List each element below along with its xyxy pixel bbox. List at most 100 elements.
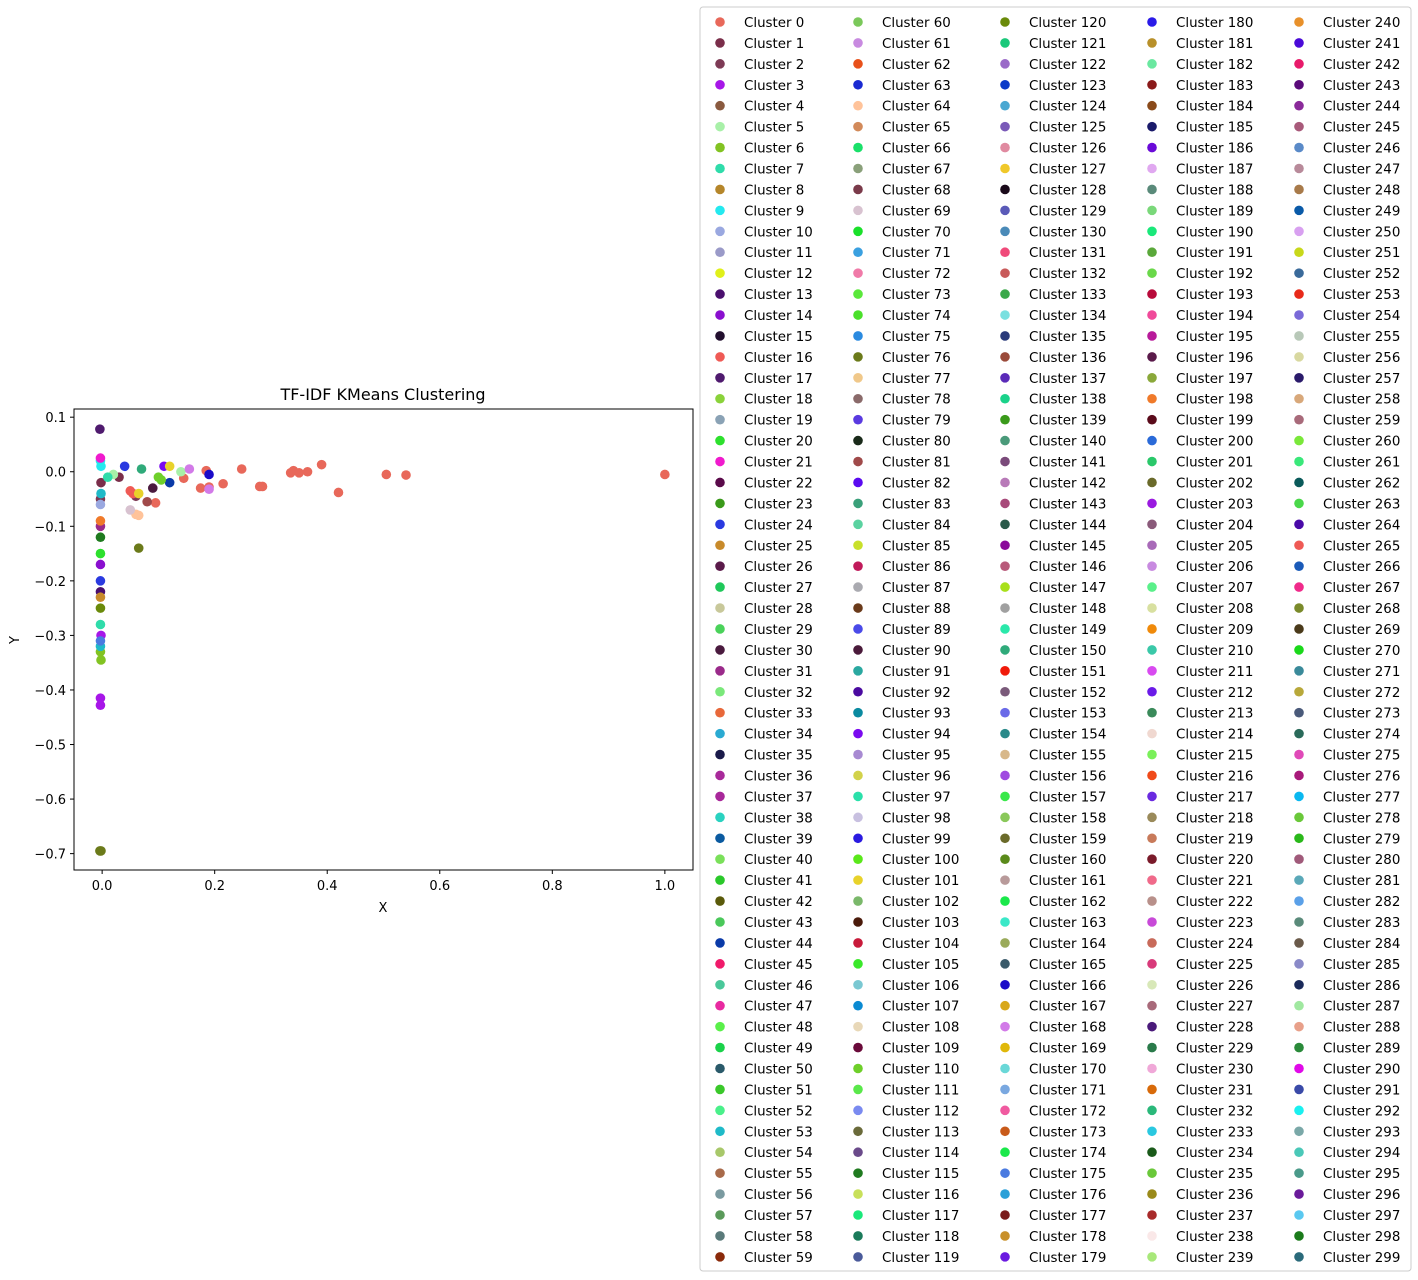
legend-marker <box>1294 1042 1304 1053</box>
legend-marker <box>853 645 863 655</box>
legend-marker <box>853 1168 863 1178</box>
legend-label: Cluster 196 <box>1176 351 1253 366</box>
legend-marker <box>715 1042 725 1053</box>
legend-marker <box>1294 1210 1304 1220</box>
legend-label: Cluster 206 <box>1176 560 1253 575</box>
legend-marker <box>853 163 863 174</box>
legend-label: Cluster 171 <box>1029 1083 1106 1098</box>
legend-marker <box>853 624 863 634</box>
legend-marker <box>853 289 863 299</box>
legend-marker <box>1294 603 1304 613</box>
legend-label: Cluster 89 <box>882 623 951 638</box>
legend-marker <box>853 184 863 195</box>
legend-label: Cluster 44 <box>744 937 813 952</box>
legend-label: Cluster 161 <box>1029 874 1106 889</box>
legend-label: Cluster 129 <box>1029 204 1106 219</box>
legend-marker <box>1000 979 1010 990</box>
legend-label: Cluster 244 <box>1323 100 1400 115</box>
legend-label: Cluster 162 <box>1029 895 1106 910</box>
legend-label: Cluster 170 <box>1029 1063 1106 1078</box>
y-tick-label: 0.1 <box>45 411 66 426</box>
y-tick-label: 0.0 <box>45 466 66 481</box>
legend-label: Cluster 258 <box>1323 393 1400 408</box>
scatter-point <box>204 469 214 480</box>
legend-label: Cluster 43 <box>744 916 813 931</box>
legend-marker <box>1294 268 1304 278</box>
legend-marker <box>1147 875 1157 885</box>
legend-label: Cluster 65 <box>882 121 951 136</box>
x-tick-label: 0.2 <box>204 879 225 894</box>
legend-marker <box>715 875 725 885</box>
legend-marker <box>1147 519 1157 530</box>
legend-label: Cluster 217 <box>1176 790 1253 805</box>
legend-marker <box>1294 1021 1304 1032</box>
legend-label: Cluster 79 <box>882 414 951 429</box>
scatter-point <box>285 468 296 478</box>
legend-marker <box>1294 1105 1304 1116</box>
legend-marker <box>1294 791 1304 802</box>
legend-label: Cluster 167 <box>1029 1000 1106 1015</box>
legend-marker <box>1147 268 1157 278</box>
legend-marker <box>1147 331 1157 341</box>
legend-label: Cluster 57 <box>744 1209 813 1224</box>
x-tick-label: 0.0 <box>92 879 113 894</box>
legend-marker <box>1147 833 1157 844</box>
legend-label: Cluster 220 <box>1176 853 1253 868</box>
legend-label: Cluster 269 <box>1323 623 1400 638</box>
legend-marker <box>715 142 725 153</box>
legend-marker <box>853 686 863 697</box>
legend-marker <box>1294 310 1304 320</box>
legend-label: Cluster 22 <box>744 476 813 491</box>
legend-label: Cluster 48 <box>744 1021 813 1036</box>
legend-marker <box>853 1084 863 1095</box>
scatter-point <box>164 477 175 488</box>
legend-marker <box>715 645 725 655</box>
legend-marker <box>1147 1231 1157 1241</box>
legend-marker <box>1000 728 1010 739</box>
legend-label: Cluster 132 <box>1029 267 1106 282</box>
legend-marker <box>1294 226 1304 237</box>
scatter-point <box>96 461 106 472</box>
legend-marker <box>1000 938 1010 948</box>
legend-label: Cluster 71 <box>882 246 951 261</box>
legend-label: Cluster 210 <box>1176 644 1253 659</box>
legend-marker <box>1000 1252 1010 1262</box>
legend-label: Cluster 131 <box>1029 246 1106 261</box>
legend-marker <box>1147 791 1157 802</box>
legend-marker <box>1147 205 1157 216</box>
legend-marker <box>1294 896 1304 906</box>
legend-marker <box>715 1021 725 1032</box>
legend-label: Cluster 237 <box>1176 1209 1253 1224</box>
legend-marker <box>715 603 725 613</box>
legend-label: Cluster 256 <box>1323 351 1400 366</box>
legend-marker <box>853 896 863 906</box>
legend-marker <box>1294 205 1304 216</box>
legend-label: Cluster 203 <box>1176 497 1253 512</box>
legend-label: Cluster 271 <box>1323 665 1400 680</box>
legend-marker <box>1147 184 1157 195</box>
legend-marker <box>853 875 863 885</box>
legend-label: Cluster 20 <box>744 435 813 450</box>
legend-marker <box>853 812 863 823</box>
legend-label: Cluster 62 <box>882 58 951 73</box>
legend-marker <box>1294 959 1304 969</box>
legend-marker <box>1294 666 1304 676</box>
legend-marker <box>1000 1210 1010 1220</box>
legend-marker <box>715 17 725 27</box>
legend-marker <box>1000 854 1010 864</box>
legend-marker <box>715 1252 725 1262</box>
legend-label: Cluster 78 <box>882 393 951 408</box>
legend-marker <box>1000 205 1010 216</box>
legend-marker <box>1147 142 1157 153</box>
legend-marker <box>853 79 863 90</box>
legend-label: Cluster 74 <box>882 309 951 324</box>
legend-marker <box>1147 414 1157 425</box>
legend-marker <box>1000 352 1010 362</box>
legend-label: Cluster 36 <box>744 769 813 784</box>
scatter-point <box>95 532 106 543</box>
legend-label: Cluster 178 <box>1029 1230 1106 1245</box>
scatter-point <box>102 472 113 482</box>
legend-label: Cluster 239 <box>1176 1251 1253 1266</box>
legend-marker <box>715 686 725 697</box>
legend-marker <box>853 142 863 153</box>
